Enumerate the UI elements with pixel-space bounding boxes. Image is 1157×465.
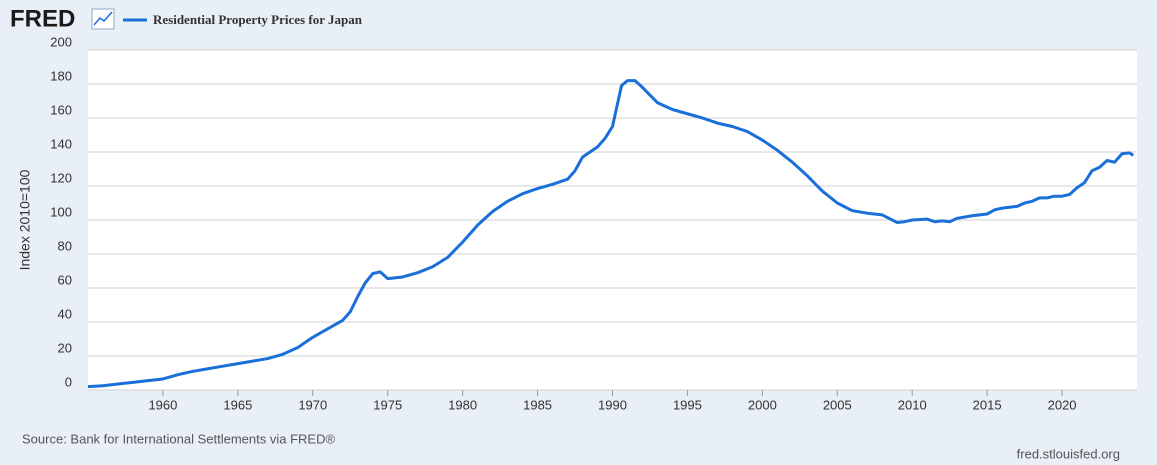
y-tick-label: 20 <box>58 340 72 355</box>
y-tick-label: 160 <box>50 102 72 117</box>
x-tick-label: 2020 <box>1048 397 1077 412</box>
y-tick-label: 0 <box>65 374 72 389</box>
x-tick-label: 1985 <box>523 397 552 412</box>
x-tick-label: 2010 <box>898 397 927 412</box>
x-tick-label: 1995 <box>673 397 702 412</box>
legend-label: Residential Property Prices for Japan <box>153 12 363 27</box>
source: Source: Bank for International Settlemen… <box>22 431 335 446</box>
x-tick-label: 1990 <box>598 397 627 412</box>
x-tick-label: 1975 <box>373 397 402 412</box>
y-tick-label: 80 <box>58 238 72 253</box>
x-tick-label: 1980 <box>448 397 477 412</box>
x-tick-label: 2005 <box>823 397 852 412</box>
y-tick-label: 120 <box>50 170 72 185</box>
y-tick-label: 140 <box>50 136 72 151</box>
x-tick-label: 1965 <box>223 397 252 412</box>
logo[interactable]: FRED <box>10 5 75 32</box>
y-tick-label: 200 <box>50 34 72 49</box>
y-tick-label: 180 <box>50 68 72 83</box>
x-tick-label: 2015 <box>973 397 1002 412</box>
logo-icon <box>91 8 115 30</box>
x-tick-label: 1970 <box>298 397 327 412</box>
url[interactable]: fred.stlouisfed.org <box>1017 446 1120 461</box>
y-tick-label: 100 <box>50 204 72 219</box>
x-tick-label: 1960 <box>148 397 177 412</box>
y-axis-label: Index 2010=100 <box>17 169 33 270</box>
data-line <box>87 79 1135 389</box>
y-tick-label: 40 <box>58 306 72 321</box>
y-tick-label: 60 <box>58 272 72 287</box>
x-tick-label: 2000 <box>748 397 777 412</box>
